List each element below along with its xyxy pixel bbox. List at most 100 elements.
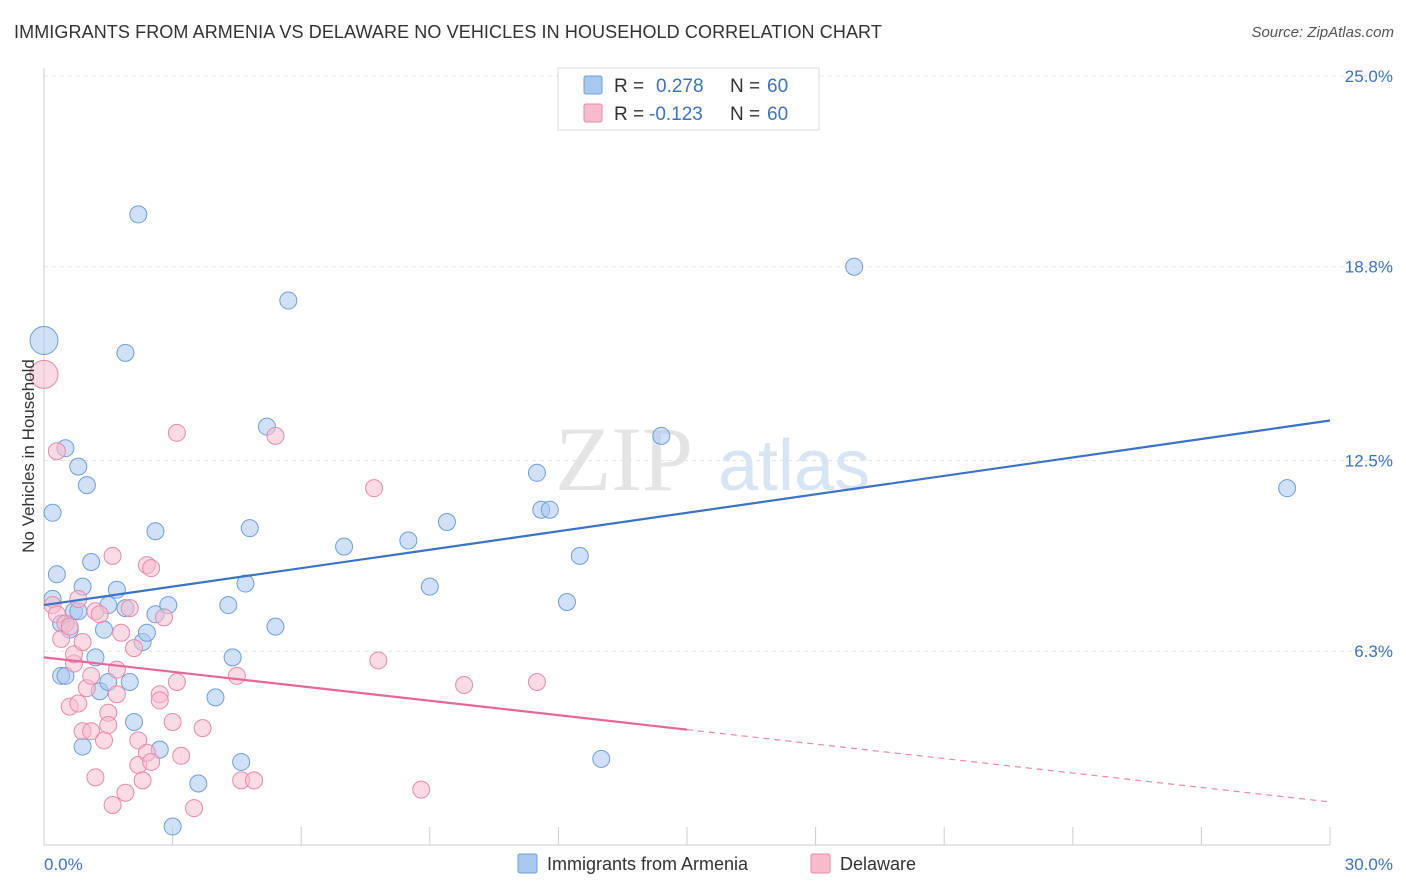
armenia-point: [335, 537, 354, 556]
delaware-point: [227, 666, 246, 685]
delaware-point: [69, 694, 88, 713]
armenia-point: [845, 257, 864, 276]
armenia-point: [1278, 479, 1297, 498]
armenia-point: [125, 712, 144, 731]
armenia-point: [557, 592, 576, 611]
armenia-point: [240, 519, 259, 538]
legend-n-value-armenia: 60: [767, 76, 788, 97]
legend-r-label-delaware: R =: [614, 104, 644, 125]
x-tick-label-max: 30.0%: [1345, 855, 1393, 874]
chart-source: Source: ZipAtlas.com: [1251, 24, 1394, 41]
delaware-point: [155, 608, 174, 627]
delaware-point: [65, 645, 84, 664]
chart-title: IMMIGRANTS FROM ARMENIA VS DELAWARE NO V…: [14, 22, 882, 42]
delaware-point: [82, 722, 101, 741]
armenia-point: [82, 553, 101, 572]
series-armenia-points: [29, 205, 1297, 836]
legend-n-label-delaware: N =: [730, 104, 760, 125]
y-tick-label: 12.5%: [1345, 452, 1393, 471]
delaware-point: [60, 617, 79, 636]
delaware-point: [116, 783, 135, 802]
delaware-point: [125, 639, 144, 658]
armenia-point: [56, 666, 75, 685]
armenia-point: [592, 749, 611, 768]
delaware-point: [369, 651, 388, 670]
delaware-point: [120, 599, 139, 618]
watermark-zip: ZIP: [555, 408, 693, 510]
y-tick-label: 25.0%: [1345, 67, 1393, 86]
armenia-point: [219, 596, 238, 615]
armenia-point: [116, 343, 135, 362]
armenia-point: [95, 620, 114, 639]
armenia-point: [652, 426, 671, 445]
delaware-point: [412, 780, 431, 799]
y-tick-label: 18.8%: [1345, 258, 1393, 277]
watermark-atlas: atlas: [718, 426, 870, 506]
legend-n-label-armenia: N =: [730, 76, 760, 97]
armenia-point: [99, 672, 118, 691]
delaware-point: [185, 799, 204, 818]
delaware-point: [266, 426, 285, 445]
delaware-point: [129, 731, 148, 750]
delaware-point: [142, 559, 161, 578]
delaware-point: [133, 771, 152, 790]
armenia-point: [399, 531, 418, 550]
delaware-point: [245, 771, 264, 790]
armenia-point: [137, 623, 156, 642]
legend-swatch-armenia: [583, 75, 603, 95]
delaware-trend-line-extension: [686, 729, 1331, 803]
x-tick-label-min: 0.0%: [44, 855, 83, 874]
delaware-point: [112, 623, 131, 642]
armenia-point: [47, 565, 66, 584]
armenia-point: [266, 617, 285, 636]
grid-lines: [44, 75, 1393, 652]
armenia-point: [69, 457, 88, 476]
y-tick-label: 6.3%: [1354, 642, 1393, 661]
bottom-legend-label-armenia: Immigrants from Armenia: [547, 854, 749, 874]
armenia-point: [120, 672, 139, 691]
delaware-point: [142, 752, 161, 771]
armenia-point: [540, 500, 559, 519]
delaware-point: [95, 731, 114, 750]
legend-swatch-delaware: [583, 103, 603, 123]
armenia-point: [206, 688, 225, 707]
delaware-point: [107, 685, 126, 704]
armenia-point: [189, 774, 208, 793]
armenia-point: [232, 752, 251, 771]
delaware-point: [47, 442, 66, 461]
delaware-point: [167, 423, 186, 442]
delaware-point: [99, 716, 118, 735]
armenia-point: [570, 546, 589, 565]
armenia-point: [146, 522, 165, 541]
armenia-point: [163, 817, 182, 836]
delaware-point: [86, 768, 105, 787]
armenia-trend-line: [43, 419, 1331, 607]
bottom-legend-swatch-armenia: [517, 853, 538, 874]
legend-r-value-armenia: 0.278: [656, 76, 704, 97]
y-axis-title: No Vehicles in Household: [19, 359, 38, 553]
delaware-point: [29, 359, 59, 389]
bottom-legend-swatch-delaware: [810, 853, 831, 874]
y-tick-labels: 6.3% 12.5% 18.8% 25.0%: [1345, 67, 1393, 661]
delaware-point: [103, 546, 122, 565]
delaware-point: [167, 672, 186, 691]
delaware-point: [107, 660, 126, 679]
x-ticks: [43, 827, 1331, 845]
armenia-point: [437, 513, 456, 532]
armenia-point: [129, 205, 148, 224]
series-delaware-points: [29, 359, 546, 818]
trend-lines: [43, 419, 1331, 803]
armenia-point: [73, 737, 92, 756]
bottom-legend: Immigrants from Armenia Delaware: [517, 853, 916, 874]
armenia-point: [29, 326, 59, 356]
armenia-point: [77, 476, 96, 495]
delaware-point: [527, 672, 546, 691]
delaware-trend-line: [43, 656, 688, 731]
legend-r-value-delaware: -0.123: [649, 104, 703, 125]
armenia-point: [43, 503, 62, 522]
bottom-legend-label-delaware: Delaware: [840, 854, 916, 874]
delaware-point: [365, 479, 384, 498]
legend: R = 0.278 N = 60 R = -0.123 N = 60: [557, 67, 820, 131]
armenia-point: [236, 574, 255, 593]
